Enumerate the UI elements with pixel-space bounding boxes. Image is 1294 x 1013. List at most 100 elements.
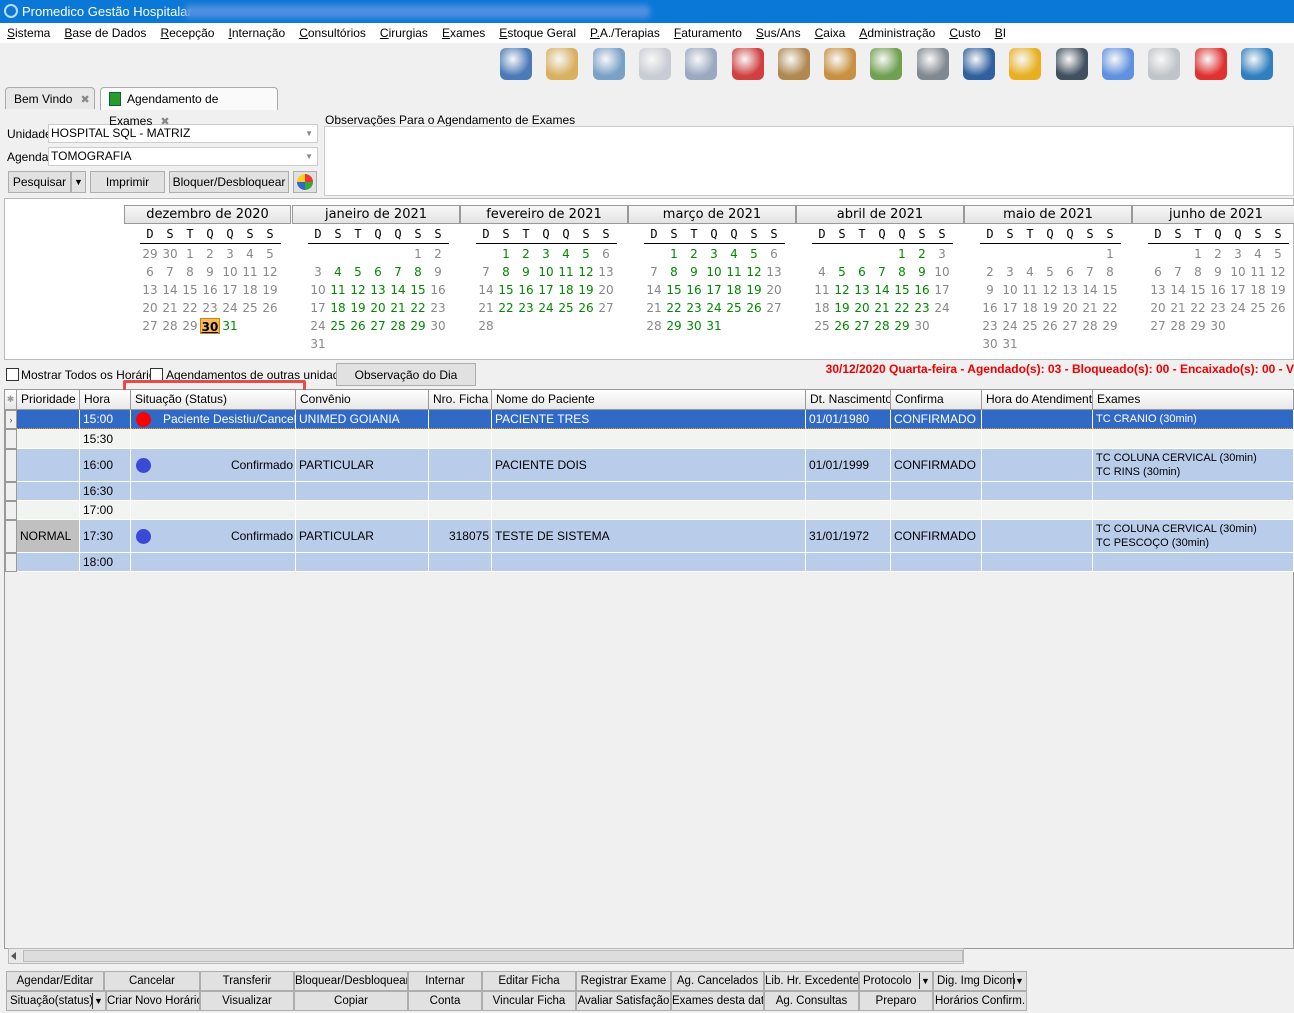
tab-agendamento-exames[interactable]: Agendamento de Exames ✖: [100, 87, 278, 128]
grid-cell-nasc[interactable]: 31/01/1972: [806, 520, 891, 553]
calendar-day[interactable]: 17: [1230, 283, 1246, 297]
calendar-day[interactable]: 10: [934, 265, 950, 279]
calendar-day[interactable]: 25: [814, 319, 830, 333]
calendar-day[interactable]: 8: [898, 265, 906, 279]
calendar-day[interactable]: 23: [982, 319, 998, 333]
calendar-day[interactable]: 14: [1170, 283, 1186, 297]
calendar-day[interactable]: 27: [854, 319, 870, 333]
action-visualizar-button[interactable]: Visualizar: [200, 991, 294, 1011]
calendar-day[interactable]: 20: [1150, 301, 1166, 315]
calendar-day[interactable]: 25: [1022, 319, 1038, 333]
calendar-day[interactable]: 15: [1102, 283, 1118, 297]
calendar-day[interactable]: 22: [182, 301, 198, 315]
calendar-day[interactable]: 29: [666, 319, 682, 333]
calendar-day[interactable]: 7: [878, 265, 886, 279]
calendar-day[interactable]: 18: [242, 283, 258, 297]
grid-cell-confirma[interactable]: [891, 429, 982, 449]
chevron-down-icon[interactable]: ▼: [92, 993, 104, 1009]
grid-cell-convenio[interactable]: PARTICULAR: [296, 449, 429, 482]
calendar-day[interactable]: 2: [690, 247, 698, 261]
calendar-day[interactable]: 24: [706, 301, 722, 315]
calendar-day[interactable]: 29: [1102, 319, 1118, 333]
calendar-day[interactable]: 10: [706, 265, 722, 279]
action-exames-desta-data-button[interactable]: Exames desta data: [671, 991, 764, 1011]
calendar-day[interactable]: 29: [182, 319, 198, 333]
action-vincular-ficha-button[interactable]: Vincular Ficha: [482, 991, 576, 1011]
action-criar-novo-hor-rio-button[interactable]: Criar Novo Horário: [106, 991, 200, 1011]
calendar-day[interactable]: 27: [142, 319, 158, 333]
calendar-day[interactable]: 21: [390, 301, 406, 315]
grid-cell-exames[interactable]: TC COLUNA CERVICAL (30min) TC RINS (30min…: [1093, 449, 1294, 482]
calendar-day[interactable]: 15: [1190, 283, 1206, 297]
menu-item-faturamento[interactable]: Faturamento: [673, 26, 742, 40]
pesquisar-button[interactable]: Pesquisar: [8, 171, 71, 193]
calendar-day[interactable]: 30: [430, 319, 446, 333]
calendar-day[interactable]: 13: [370, 283, 386, 297]
calendar-day[interactable]: 26: [1270, 301, 1286, 315]
goods-up-icon[interactable]: [824, 48, 857, 80]
report-icon[interactable]: [1148, 48, 1181, 80]
calendar-day[interactable]: 13: [854, 283, 870, 297]
calendar-day[interactable]: 16: [518, 283, 534, 297]
row-indicator[interactable]: ›: [5, 410, 17, 429]
calendar-day[interactable]: 21: [1170, 301, 1186, 315]
calendar-day[interactable]: 15: [894, 283, 910, 297]
calendar-day[interactable]: 27: [370, 319, 386, 333]
row-indicator[interactable]: [5, 553, 17, 572]
calendar-day[interactable]: 21: [478, 301, 494, 315]
menu-item-base-de-dados[interactable]: Base de Dados: [64, 26, 147, 40]
grid-cell-ficha[interactable]: [429, 410, 492, 429]
menu-item-administra-o[interactable]: Administração: [859, 26, 936, 40]
calendar-day[interactable]: 6: [1154, 265, 1162, 279]
calendar-day[interactable]: 9: [434, 265, 442, 279]
row-indicator[interactable]: [5, 429, 17, 449]
calendar-day[interactable]: 22: [666, 301, 682, 315]
calendar-day[interactable]: 29: [410, 319, 426, 333]
grid-cell-nome[interactable]: TESTE DE SISTEMA: [492, 520, 806, 553]
calendar-day[interactable]: 5: [354, 265, 362, 279]
calendar-day[interactable]: 20: [370, 301, 386, 315]
grid-cell-prioridade[interactable]: [17, 501, 80, 520]
menu-item-recep-o[interactable]: Recepção: [160, 26, 215, 40]
column-header-8[interactable]: Hora do Atendimento: [982, 390, 1093, 410]
grid-cell-prioridade[interactable]: [17, 429, 80, 449]
grid-cell-hora[interactable]: 16:30: [80, 482, 131, 501]
calendar-day[interactable]: 22: [1190, 301, 1206, 315]
calendar-day[interactable]: 24: [310, 319, 326, 333]
calendar-day[interactable]: 14: [874, 283, 890, 297]
calendar-day[interactable]: 3: [542, 247, 550, 261]
calendar-day[interactable]: 1: [502, 247, 510, 261]
calendar-day[interactable]: 21: [874, 301, 890, 315]
grid-cell-confirma[interactable]: [891, 501, 982, 520]
calendar-day[interactable]: 9: [690, 265, 698, 279]
calendar-day-prev[interactable]: 29: [142, 247, 158, 261]
calendar-day[interactable]: 16: [202, 283, 218, 297]
ambulance-icon[interactable]: [685, 48, 718, 80]
grid-cell-hora-atend[interactable]: [982, 520, 1093, 553]
calendar-day[interactable]: 3: [314, 265, 322, 279]
column-header-3[interactable]: Convênio: [296, 390, 429, 410]
calendar-day[interactable]: 23: [914, 301, 930, 315]
calendar-day[interactable]: 1: [1194, 247, 1202, 261]
calendar-day[interactable]: 11: [1022, 283, 1038, 297]
column-header-7[interactable]: Confirma: [891, 390, 982, 410]
calendar-day[interactable]: 6: [146, 265, 154, 279]
calendar-day[interactable]: 24: [1230, 301, 1246, 315]
chevron-down-icon[interactable]: ▼: [919, 973, 931, 989]
calendar-day[interactable]: 31: [706, 319, 722, 333]
calendar-day[interactable]: 19: [262, 283, 278, 297]
action-registrar-exame-button[interactable]: Registrar Exame: [576, 971, 671, 991]
calendar-day[interactable]: 11: [558, 265, 574, 279]
grid-cell-exames[interactable]: [1093, 482, 1294, 501]
grid-cell-confirma[interactable]: CONFIRMADO: [891, 410, 982, 429]
calendar-day[interactable]: 20: [598, 283, 614, 297]
action-avaliar-satisfa-o-button[interactable]: Avaliar Satisfação: [576, 991, 671, 1011]
calendar-day[interactable]: 14: [162, 283, 178, 297]
grid-cell-ficha[interactable]: [429, 553, 492, 572]
calendar-day[interactable]: 22: [1102, 301, 1118, 315]
grid-cell-hora[interactable]: 17:00: [80, 501, 131, 520]
calendar-day[interactable]: 10: [538, 265, 554, 279]
calendar-day[interactable]: 4: [1026, 265, 1034, 279]
calendar-day[interactable]: 16: [914, 283, 930, 297]
grid-cell-prioridade[interactable]: [17, 449, 80, 482]
